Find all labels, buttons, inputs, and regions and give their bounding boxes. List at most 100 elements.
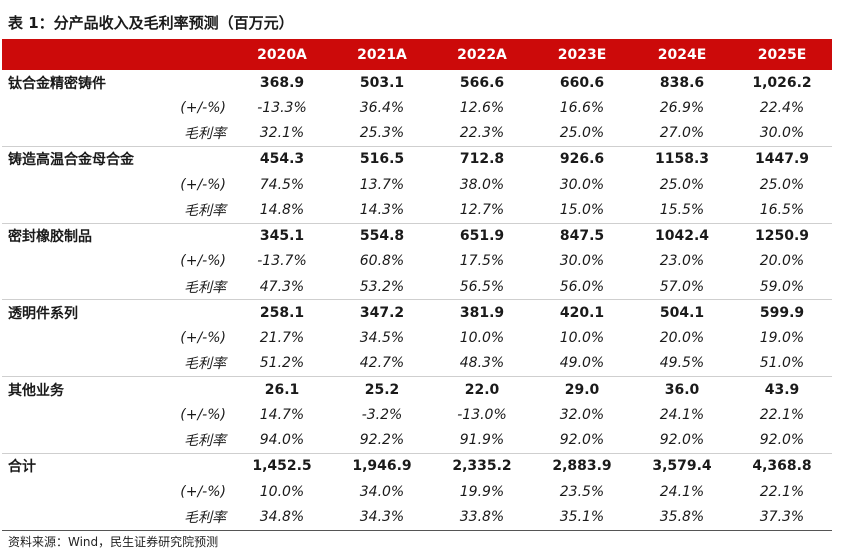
revenue-cell: 2,883.9: [552, 458, 612, 475]
margin-cell: 48.3%: [432, 350, 532, 377]
header-corner: [2, 39, 232, 70]
growth-row: (+/-%) 10.0% 34.0% 19.9% 23.5% 24.1% 22.1%: [2, 479, 832, 504]
category-row: 合计 1,452.5 1,946.9 2,335.2 2,883.9 3,579.4 4,3…: [2, 453, 832, 479]
margin-row: 毛利率 51.2% 42.7% 48.3% 49.0% 49.5% 51.0%: [2, 350, 832, 377]
revenue-cell: 4,368.8: [752, 458, 812, 475]
margin-label: 毛利率: [2, 197, 232, 224]
margin-cell: 12.7%: [432, 197, 532, 224]
growth-label: (+/-%): [180, 176, 226, 193]
growth-cell: 16.6%: [559, 99, 605, 116]
growth-row: (+/-%) 74.5% 13.7% 38.0% 30.0% 25.0% 25.0%: [2, 172, 832, 197]
growth-cell: 22.1%: [759, 406, 805, 423]
growth-cell: 34.5%: [359, 330, 405, 347]
revenue-cell: 712.8: [459, 151, 505, 168]
margin-cell: 92.0%: [632, 427, 732, 454]
revenue-cell: 454.3: [259, 151, 305, 168]
header-year: 2024E: [632, 39, 732, 70]
revenue-cell: 651.9: [459, 228, 505, 245]
growth-cell: 25.0%: [759, 176, 805, 193]
revenue-cell: 1,452.5: [252, 458, 312, 475]
margin-cell: 33.8%: [432, 504, 532, 531]
margin-label: 毛利率: [2, 350, 232, 377]
revenue-cell: 1250.9: [754, 228, 810, 245]
revenue-cell: 3,579.4: [652, 458, 712, 475]
header-row: 2020A 2021A 2022A 2023E 2024E 2025E: [2, 39, 832, 70]
revenue-cell: 368.9: [259, 74, 305, 91]
revenue-cell: 503.1: [359, 74, 405, 91]
growth-label: (+/-%): [180, 406, 226, 423]
revenue-cell: 25.2: [364, 381, 400, 398]
margin-label: 毛利率: [2, 427, 232, 454]
margin-cell: 51.0%: [732, 350, 832, 377]
growth-cell: -13.0%: [457, 406, 507, 423]
margin-row: 毛利率 14.8% 14.3% 12.7% 15.0% 15.5% 16.5%: [2, 197, 832, 224]
margin-cell: 34.8%: [232, 504, 332, 531]
growth-cell: 74.5%: [259, 176, 305, 193]
revenue-cell: 1,026.2: [752, 74, 812, 91]
table-title: 表 1：分产品收入及毛利率预测（百万元）: [8, 14, 294, 32]
margin-cell: 56.5%: [432, 274, 532, 301]
growth-cell: 38.0%: [459, 176, 505, 193]
growth-cell: 19.0%: [759, 330, 805, 347]
margin-cell: 53.2%: [332, 274, 432, 301]
revenue-cell: 258.1: [259, 304, 305, 321]
revenue-cell: 347.2: [359, 304, 405, 321]
margin-label: 毛利率: [2, 504, 232, 531]
revenue-cell: 2,335.2: [452, 458, 512, 475]
category-row: 透明件系列 258.1 347.2 381.9 420.1 504.1 599.9: [2, 300, 832, 326]
growth-cell: 26.9%: [659, 99, 705, 116]
category-label: 合计: [8, 459, 36, 476]
growth-cell: 13.7%: [359, 176, 405, 193]
margin-cell: 49.0%: [532, 350, 632, 377]
revenue-cell: 1447.9: [754, 151, 810, 168]
growth-cell: 20.0%: [659, 330, 705, 347]
margin-row: 毛利率 34.8% 34.3% 33.8% 35.1% 35.8% 37.3%: [2, 504, 832, 531]
revenue-cell: 29.0: [564, 381, 600, 398]
revenue-cell: 22.0: [464, 381, 500, 398]
source-note: 资料来源：Wind，民生证券研究院预测: [8, 535, 219, 549]
margin-row: 毛利率 32.1% 25.3% 22.3% 25.0% 27.0% 30.0%: [2, 120, 832, 147]
header-year: 2023E: [532, 39, 632, 70]
margin-cell: 25.3%: [332, 120, 432, 147]
revenue-cell: 660.6: [559, 74, 605, 91]
growth-label: (+/-%): [180, 99, 226, 116]
margin-cell: 92.0%: [732, 427, 832, 454]
margin-cell: 42.7%: [332, 350, 432, 377]
margin-cell: 92.2%: [332, 427, 432, 454]
growth-cell: 23.5%: [559, 483, 605, 500]
revenue-cell: 599.9: [759, 304, 805, 321]
growth-cell: 23.0%: [659, 253, 705, 270]
margin-cell: 27.0%: [632, 120, 732, 147]
header-year: 2022A: [432, 39, 532, 70]
growth-cell: 25.0%: [659, 176, 705, 193]
margin-cell: 30.0%: [732, 120, 832, 147]
growth-cell: 24.1%: [659, 483, 705, 500]
growth-cell: 60.8%: [359, 253, 405, 270]
revenue-cell: 345.1: [259, 228, 305, 245]
growth-cell: 22.1%: [759, 483, 805, 500]
margin-label: 毛利率: [2, 120, 232, 147]
revenue-cell: 504.1: [659, 304, 705, 321]
margin-cell: 57.0%: [632, 274, 732, 301]
margin-cell: 59.0%: [732, 274, 832, 301]
header-year: 2020A: [232, 39, 332, 70]
margin-cell: 14.3%: [332, 197, 432, 224]
growth-cell: 12.6%: [459, 99, 505, 116]
category-label: 其他业务: [8, 382, 64, 399]
margin-cell: 15.5%: [632, 197, 732, 224]
growth-row: (+/-%) -13.3% 36.4% 12.6% 16.6% 26.9% 22.4%: [2, 95, 832, 120]
growth-cell: 30.0%: [559, 253, 605, 270]
category-label: 透明件系列: [8, 305, 78, 322]
revenue-cell: 1042.4: [654, 228, 710, 245]
revenue-cell: 26.1: [264, 381, 300, 398]
margin-label: 毛利率: [2, 274, 232, 301]
margin-cell: 56.0%: [532, 274, 632, 301]
growth-cell: 22.4%: [759, 99, 805, 116]
growth-cell: 24.1%: [659, 406, 705, 423]
category-row: 铸造高温合金母合金 454.3 516.5 712.8 926.6 1158.3 1447.…: [2, 146, 832, 172]
growth-label: (+/-%): [180, 483, 226, 500]
growth-cell: 10.0%: [259, 483, 305, 500]
margin-cell: 92.0%: [532, 427, 632, 454]
growth-cell: -13.7%: [257, 253, 307, 270]
